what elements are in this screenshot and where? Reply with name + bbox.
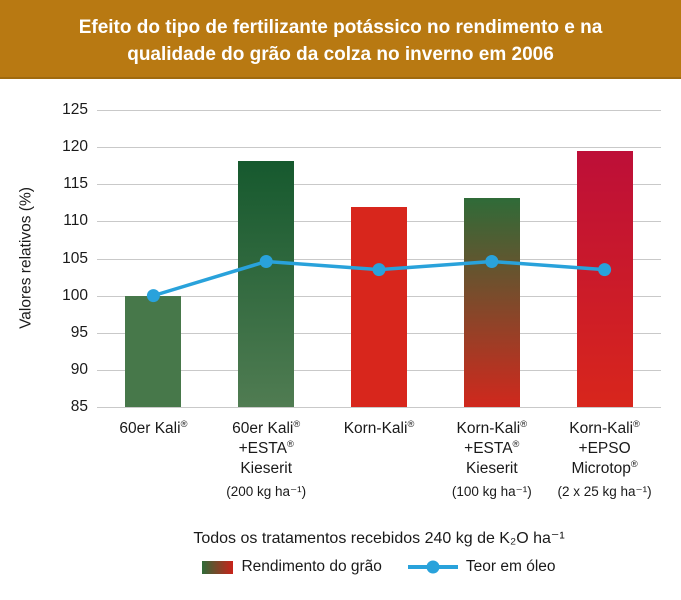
- category-line: +ESTA®: [238, 438, 294, 457]
- chart-title-line-2: qualidade do grão da colza no inverno em…: [127, 44, 554, 65]
- dose-line: (200 kg ha⁻¹): [226, 484, 307, 499]
- legend-item-grain-yield: Rendimento do grão: [202, 558, 382, 576]
- gridline: [97, 110, 661, 111]
- x-axis-label-1: 60er Kali®: [97, 419, 210, 439]
- category-line: 60er Kali®: [232, 418, 301, 437]
- y-axis-tick-label: 105: [62, 249, 88, 267]
- y-axis-tick-label: 115: [63, 175, 88, 193]
- y-axis-tick-label: 125: [62, 101, 88, 118]
- line-point-2: [259, 254, 273, 268]
- bar-4: [463, 197, 520, 407]
- legend-label-oil-content: Teor em óleo: [465, 558, 556, 575]
- x-axis-label-5: Korn-Kali® +EPSO Microtop® (2 x 25 kg ha⁻¹): [548, 419, 661, 500]
- line-point-5: [598, 263, 612, 277]
- bar-series-swatch-icon: [202, 560, 234, 574]
- bar-1: [125, 295, 182, 407]
- y-axis-tick-labels: 85 90 95 100 105 110 115 120 125: [38, 101, 88, 415]
- legend-item-oil-content: Teor em óleo: [407, 558, 556, 576]
- category-line: Korn-Kali®: [456, 418, 528, 437]
- gridline: [97, 407, 661, 408]
- x-axis-label-4: Korn-Kali® +ESTA® Kieserit (100 kg ha⁻¹): [435, 419, 548, 500]
- line-point-4: [485, 254, 499, 268]
- y-axis-tick-label: 110: [63, 212, 88, 230]
- category-line: Korn-Kali®: [343, 418, 415, 437]
- category-line: Kieserit: [240, 460, 293, 477]
- y-axis-tick-label: 100: [62, 286, 88, 304]
- bar-3: [351, 206, 407, 407]
- bar-2: [238, 160, 295, 407]
- y-axis-title: Valores relativos (%): [17, 187, 35, 329]
- line-point-1: [146, 289, 160, 303]
- chart-legend: Rendimento do grão Teor em óleo: [97, 558, 661, 576]
- category-line: Kieserit: [465, 460, 518, 477]
- category-line: +ESTA®: [464, 438, 520, 457]
- gridline: [97, 147, 661, 149]
- line-point-3: [372, 263, 386, 277]
- plot-area: [97, 110, 661, 408]
- x-axis-label-3: Korn-Kali®: [323, 419, 436, 439]
- line-series-dot-icon: [426, 560, 440, 574]
- line-series-marker-icon: [407, 560, 458, 574]
- chart-title-banner: Efeito do tipo de fertilizante potássico…: [0, 0, 681, 79]
- category-line: +EPSO: [578, 440, 631, 457]
- category-line: 60er Kali®: [119, 418, 188, 437]
- category-line: Microtop®: [571, 458, 638, 477]
- legend-label-grain-yield: Rendimento do grão: [241, 558, 382, 575]
- x-axis-label-2: 60er Kali® +ESTA® Kieserit (200 kg ha⁻¹): [210, 419, 323, 500]
- y-axis-tick-label: 85: [70, 398, 88, 415]
- dose-line: (2 x 25 kg ha⁻¹): [557, 484, 652, 499]
- y-axis-tick-label: 90: [70, 360, 88, 378]
- category-line: Korn-Kali®: [569, 418, 640, 437]
- bar-5: [576, 150, 633, 407]
- dose-line: (100 kg ha⁻¹): [451, 484, 532, 499]
- y-axis-tick-label: 120: [62, 138, 88, 156]
- chart-footnote: Todos os tratamentos recebidos 240 kg de…: [193, 530, 565, 547]
- chart-title-line-1: Efeito do tipo de fertilizante potássico…: [78, 17, 603, 38]
- gridline: [97, 184, 661, 186]
- y-axis-tick-label: 95: [70, 323, 88, 341]
- oil-content-line: [146, 254, 612, 303]
